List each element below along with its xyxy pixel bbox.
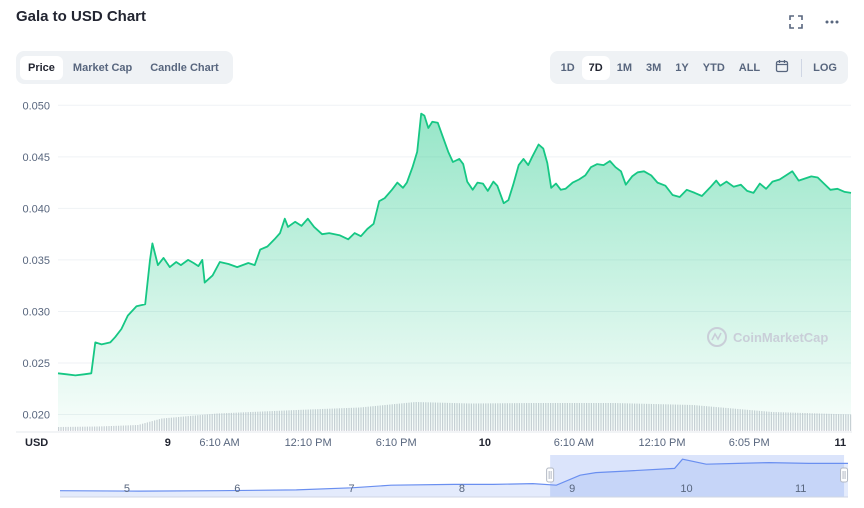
coinmarketcap-watermark: CoinMarketCap — [707, 327, 828, 347]
range-1m[interactable]: 1M — [616, 61, 633, 74]
range-all[interactable]: ALL — [738, 61, 761, 74]
x-tick-label: 12:10 PM — [285, 437, 332, 449]
x-tick-label: 11 — [834, 437, 846, 449]
x-tick-label: 6:10 AM — [554, 437, 594, 449]
x-axis-labels: 9 6:10 AM 12:10 PM 6:10 PM 10 6:10 AM 12:10 PM… — [165, 437, 846, 449]
range-7d[interactable]: 7D — [581, 55, 610, 80]
fullscreen-icon[interactable] — [788, 14, 804, 30]
x-tick-label: 12:10 PM — [638, 437, 685, 449]
y-tick-label: 0.050 — [22, 100, 50, 112]
navigator-label: 9 — [569, 483, 575, 495]
navigator-handle[interactable] — [840, 467, 849, 483]
navigator-label: 6 — [234, 483, 240, 495]
tab-candle-chart[interactable]: Candle Chart — [150, 61, 219, 74]
y-tick-label: 0.020 — [22, 410, 50, 422]
divider — [801, 58, 803, 77]
price-area — [58, 113, 851, 430]
y-tick-label: 0.040 — [22, 203, 50, 215]
x-tick-label: 6:05 PM — [729, 437, 770, 449]
navigator-line — [59, 458, 848, 492]
watermark-text: CoinMarketCap — [733, 330, 828, 345]
y-tick-label: 0.025 — [22, 358, 50, 370]
tab-market-cap[interactable]: Market Cap — [72, 61, 133, 74]
navigator-handle[interactable] — [546, 467, 555, 483]
navigator[interactable]: 5 6 7 8 9 10 11 — [59, 455, 849, 498]
x-tick-label: 10 — [479, 437, 491, 449]
chart-type-tabs: Price Market Cap Candle Chart — [16, 51, 233, 84]
range-1y[interactable]: 1Y — [675, 61, 689, 74]
x-tick-label: 9 — [165, 437, 171, 449]
log-scale-toggle[interactable]: LOG — [813, 61, 837, 74]
range-3m[interactable]: 3M — [646, 61, 662, 74]
y-axis-labels: 0.050 0.045 0.040 0.035 0.030 0.025 0.020 — [22, 100, 50, 421]
navigator-label: 10 — [680, 483, 692, 495]
y-tick-label: 0.030 — [22, 306, 50, 318]
page-title: Gala to USD Chart — [16, 8, 147, 25]
price-line — [57, 112, 852, 377]
y-tick-label: 0.045 — [22, 152, 50, 164]
navigator-area — [60, 459, 848, 497]
x-tick-label: 6:10 PM — [376, 437, 417, 449]
navigator-label: 7 — [348, 483, 354, 495]
y-tick-label: 0.035 — [22, 255, 50, 267]
navigator-label: 5 — [124, 483, 130, 495]
range-ytd[interactable]: YTD — [702, 61, 725, 74]
x-tick-label: 6:10 AM — [199, 437, 239, 449]
time-range-selector: 1D 7D 1M 3M 1Y YTD ALL LOG — [549, 51, 848, 84]
range-1d[interactable]: 1D — [560, 61, 575, 74]
tab-price[interactable]: Price — [20, 55, 63, 80]
currency-label: USD — [25, 437, 48, 449]
calendar-icon[interactable] — [767, 53, 797, 82]
more-icon[interactable] — [824, 14, 840, 30]
navigator-label: 8 — [459, 483, 465, 495]
navigator-label: 11 — [795, 483, 806, 495]
